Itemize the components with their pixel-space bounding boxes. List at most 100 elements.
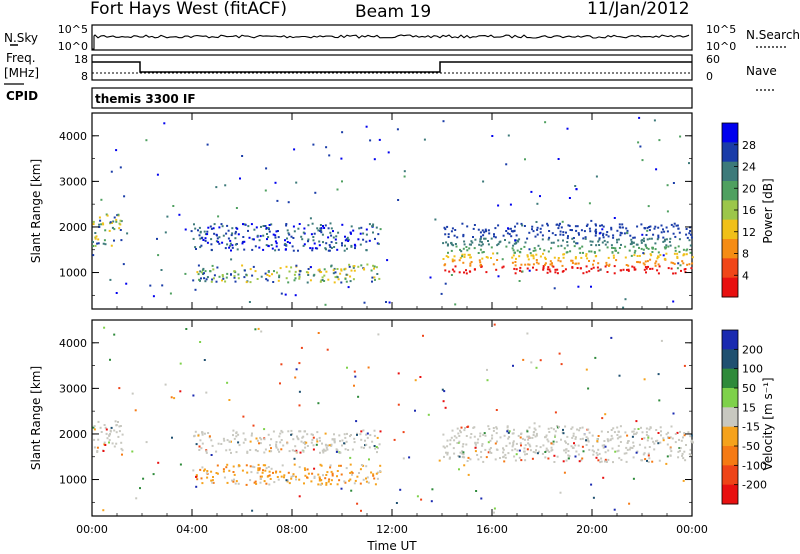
echo-cell: [558, 224, 561, 227]
echo-cell: [211, 264, 214, 267]
echo-cell: [408, 456, 411, 459]
echo-cell: [640, 223, 643, 226]
echo-cell: [652, 440, 655, 443]
echo-cell: [635, 451, 638, 454]
echo-cell: [320, 227, 323, 230]
echo-cell: [535, 366, 538, 369]
echo-cell: [194, 430, 197, 433]
echo-cell: [669, 436, 672, 439]
echo-cell: [252, 265, 255, 268]
echo-cell: [689, 233, 692, 236]
echo-cell: [512, 443, 515, 446]
echo-cell: [678, 438, 680, 441]
colorbar-tick-label: -15: [742, 421, 760, 434]
x-tick-label: 08:00: [276, 523, 308, 536]
echo-cell: [570, 427, 573, 430]
echo-cell: [579, 427, 582, 430]
echo-cell: [671, 437, 674, 440]
echo-cell: [337, 231, 340, 234]
echo-cell: [579, 267, 582, 270]
echo-cell: [672, 272, 675, 275]
echo-cell: [275, 245, 278, 248]
echo-cell: [297, 227, 300, 230]
echo-cell: [454, 265, 457, 268]
echo-cell: [92, 241, 94, 243]
echo-cell: [669, 454, 672, 457]
echo-cell: [485, 456, 488, 459]
echo-cell: [250, 434, 253, 437]
echo-cell: [310, 233, 313, 236]
echo-cell: [184, 228, 187, 231]
echo-cell: [559, 491, 562, 494]
echo-cell: [344, 244, 346, 247]
echo-cell: [458, 271, 461, 274]
echo-cell: [617, 430, 620, 433]
echo-cell: [199, 270, 202, 273]
echo-cell: [340, 268, 343, 271]
echo-cell: [619, 234, 622, 237]
colorbar-tick-label: 24: [742, 161, 756, 174]
echo-cell: [377, 233, 380, 236]
echo-cell: [484, 228, 487, 231]
echo-cell: [131, 392, 134, 395]
echo-cell: [352, 278, 355, 281]
echo-cell: [225, 232, 228, 235]
echo-cell: [567, 454, 570, 457]
echo-cell: [309, 279, 312, 282]
echo-cell: [539, 446, 542, 449]
echo-cell: [503, 460, 506, 463]
echo-cell: [681, 454, 684, 457]
echo-cell: [468, 247, 471, 250]
echo-cell: [257, 469, 260, 472]
echo-cell: [368, 446, 371, 449]
echo-cell: [257, 463, 260, 466]
echo-cell: [231, 246, 234, 249]
echo-cell: [619, 435, 622, 438]
echo-cell: [660, 231, 663, 234]
echo-cell: [333, 246, 336, 248]
echo-cell: [526, 254, 529, 257]
velocity-echoes: [92, 323, 694, 514]
echo-cell: [336, 188, 339, 191]
echo-cell: [646, 238, 649, 241]
echo-cell: [115, 218, 118, 221]
echo-cell: [604, 451, 607, 454]
echo-cell: [442, 258, 445, 260]
echo-cell: [290, 429, 293, 432]
echo-cell: [596, 438, 599, 441]
echo-cell: [534, 235, 537, 238]
echo-cell: [552, 440, 555, 443]
echo-cell: [203, 432, 206, 435]
echo-cell: [270, 447, 272, 450]
echo-cell: [447, 236, 450, 238]
echo-cell: [365, 443, 368, 446]
echo-cell: [266, 274, 269, 276]
echo-cell: [547, 440, 550, 443]
echo-cell: [548, 236, 551, 239]
echo-cell: [356, 432, 359, 435]
echo-cell: [461, 452, 464, 455]
echo-cell: [459, 429, 461, 432]
echo-cell: [269, 444, 271, 447]
echo-cell: [504, 453, 507, 456]
echo-cell: [306, 468, 309, 471]
echo-cell: [265, 482, 268, 485]
echo-cell: [645, 271, 647, 274]
echo-cell: [335, 242, 338, 244]
echo-cell: [306, 445, 309, 447]
echo-cell: [526, 267, 529, 270]
echo-cell: [480, 244, 483, 247]
echo-cell: [567, 450, 570, 452]
echo-cell: [228, 448, 231, 451]
echo-cell: [591, 449, 594, 452]
echo-cell: [555, 223, 558, 226]
echo-cell: [269, 478, 272, 480]
echo-cell: [139, 487, 141, 490]
echo-cell: [605, 264, 608, 266]
echo-cell: [529, 437, 532, 439]
echo-cell: [562, 270, 565, 272]
echo-cell: [588, 431, 591, 434]
echo-cell: [195, 485, 198, 488]
colorbar-tick-label: 28: [742, 139, 756, 152]
echo-cell: [559, 222, 561, 225]
